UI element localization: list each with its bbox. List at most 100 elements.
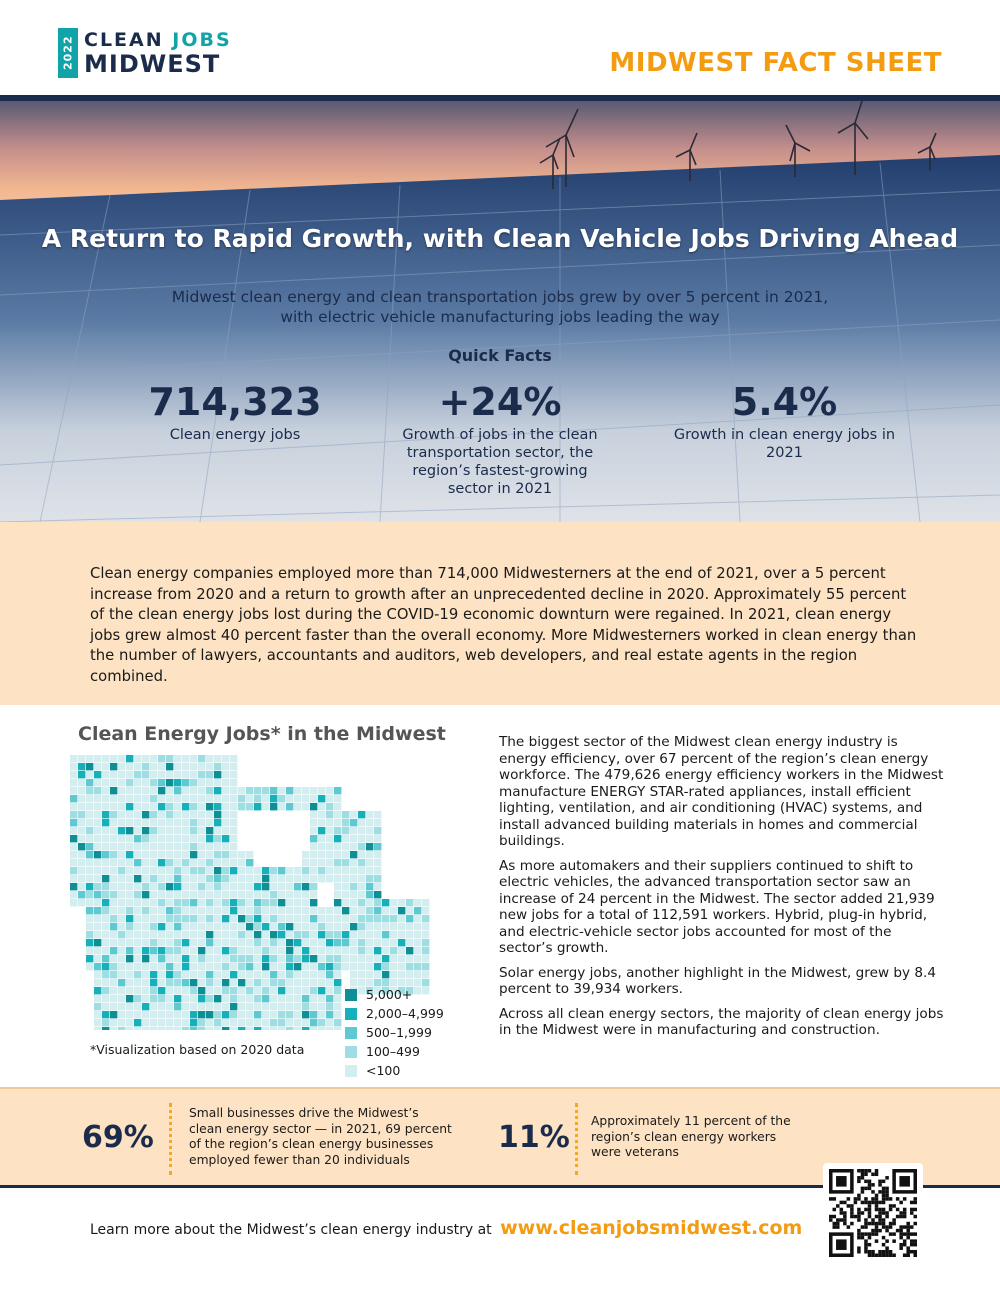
map-county-cell xyxy=(158,843,166,851)
map-county-cell xyxy=(262,939,270,947)
map-county-cell xyxy=(390,923,398,931)
map-county-cell xyxy=(86,931,94,939)
map-county-cell xyxy=(206,947,214,955)
qr-module xyxy=(839,1200,844,1205)
map-county-cell xyxy=(374,883,382,891)
map-county-cell xyxy=(318,995,326,1003)
page-title: MIDWEST FACT SHEET xyxy=(609,48,942,78)
map-county-cell xyxy=(166,955,174,963)
qr-module xyxy=(832,1225,837,1229)
map-county-cell xyxy=(118,979,126,987)
map-county-cell xyxy=(174,867,182,875)
qr-module xyxy=(899,1232,903,1236)
qr-module xyxy=(864,1246,868,1250)
qr-module xyxy=(881,1253,886,1257)
qr-module xyxy=(895,1197,900,1201)
map-county-cell xyxy=(206,883,214,891)
map-county-cell xyxy=(166,803,174,811)
qr-module xyxy=(895,1228,900,1233)
map-county-cell xyxy=(182,995,190,1003)
qr-module xyxy=(871,1190,875,1194)
qr-code[interactable] xyxy=(823,1163,923,1263)
map-county-cell xyxy=(422,971,430,979)
map-county-cell xyxy=(134,1027,142,1030)
map-county-cell xyxy=(102,963,110,971)
map-county-cell xyxy=(414,947,422,955)
map-county-cell xyxy=(86,819,94,827)
qr-module xyxy=(857,1207,861,1212)
map-county-cell xyxy=(358,971,366,979)
map-county-cell xyxy=(238,915,246,923)
map-county-cell xyxy=(166,755,174,763)
map-county-cell xyxy=(190,971,198,979)
map-county-cell xyxy=(334,915,342,923)
map-county-cell xyxy=(134,915,142,923)
map-county-cell xyxy=(198,947,206,955)
map-county-cell xyxy=(262,987,270,995)
map-county-cell xyxy=(150,1011,158,1019)
map-county-cell xyxy=(126,787,134,795)
map-county-cell xyxy=(326,923,334,931)
map-county-cell xyxy=(278,1011,286,1019)
map-county-cell xyxy=(94,995,102,1003)
website-link[interactable]: www.cleanjobsmidwest.com xyxy=(500,1217,803,1239)
map-county-cell xyxy=(334,907,342,915)
map-county-cell xyxy=(366,947,374,955)
map-county-cell xyxy=(118,955,126,963)
map-county-cell xyxy=(238,1027,246,1030)
map-county-cell xyxy=(294,875,302,883)
map-county-cell xyxy=(350,883,358,891)
map-county-cell xyxy=(174,1027,182,1030)
qr-module xyxy=(867,1232,872,1236)
map-county-cell xyxy=(78,787,86,795)
qr-module xyxy=(892,1232,896,1236)
map-county-cell xyxy=(166,923,174,931)
map-county-cell xyxy=(254,987,262,995)
map-county-cell xyxy=(86,795,94,803)
map-title: Clean Energy Jobs* in the Midwest xyxy=(78,723,446,745)
map-county-cell xyxy=(118,867,126,875)
clean-jobs-midwest-logo[interactable]: 2022 CLEAN JOBS MIDWEST xyxy=(58,28,232,78)
map-county-cell xyxy=(374,955,382,963)
map-county-cell xyxy=(350,819,358,827)
map-county-cell xyxy=(198,827,206,835)
map-county-cell xyxy=(198,811,206,819)
logo-midwest: MIDWEST xyxy=(84,50,221,78)
map-county-cell xyxy=(102,1011,110,1019)
legend-item: 500–1,999 xyxy=(345,1023,444,1042)
map-county-cell xyxy=(94,787,102,795)
map-county-cell xyxy=(94,923,102,931)
map-county-cell xyxy=(214,995,222,1003)
map-county-cell xyxy=(342,835,350,843)
qr-module xyxy=(867,1207,872,1212)
map-county-cell xyxy=(94,827,102,835)
map-county-cell xyxy=(198,963,206,971)
qr-module xyxy=(885,1193,889,1198)
map-county-cell xyxy=(214,915,222,923)
qr-module xyxy=(832,1214,837,1219)
qr-module xyxy=(871,1253,875,1257)
map-county-cell xyxy=(326,875,334,883)
map-county-cell xyxy=(206,851,214,859)
map-county-cell xyxy=(318,819,326,827)
map-county-cell xyxy=(214,771,222,779)
map-county-cell xyxy=(222,795,230,803)
map-county-cell xyxy=(198,1019,206,1027)
map-county-cell xyxy=(158,923,166,931)
map-county-cell xyxy=(414,931,422,939)
map-county-cell xyxy=(86,899,94,907)
qr-module xyxy=(843,1200,847,1205)
map-county-cell xyxy=(214,843,222,851)
map-county-cell xyxy=(190,755,198,763)
logo-year: 2022 xyxy=(58,28,78,78)
map-county-cell xyxy=(158,955,166,963)
map-county-cell xyxy=(102,1003,110,1011)
map-county-cell xyxy=(70,835,78,843)
map-county-cell xyxy=(334,867,342,875)
map-county-cell xyxy=(254,947,262,955)
map-county-cell xyxy=(294,1019,302,1027)
map-county-cell xyxy=(182,859,190,867)
map-county-cell xyxy=(198,1003,206,1011)
map-county-cell xyxy=(222,835,230,843)
map-county-cell xyxy=(398,955,406,963)
